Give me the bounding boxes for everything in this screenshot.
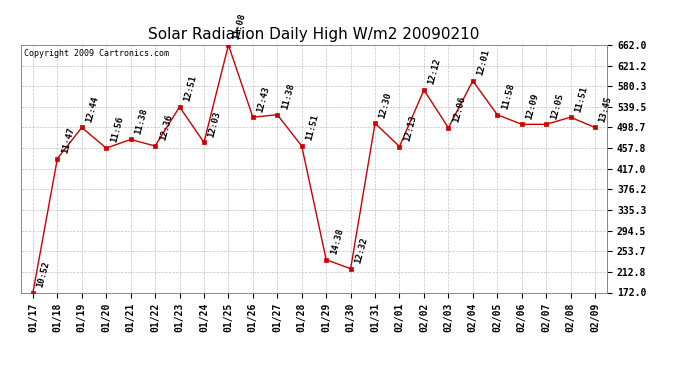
Text: 12:36: 12:36 <box>158 114 173 142</box>
Text: 12:03: 12:03 <box>207 110 222 138</box>
Text: 11:56: 11:56 <box>109 116 125 144</box>
Text: 11:38: 11:38 <box>280 82 296 111</box>
Text: 11:51: 11:51 <box>304 114 320 142</box>
Text: 12:51: 12:51 <box>182 74 198 103</box>
Text: 14:38: 14:38 <box>329 227 344 255</box>
Text: 12:06: 12:06 <box>451 95 466 124</box>
Text: 12:12: 12:12 <box>426 57 442 86</box>
Text: 12:32: 12:32 <box>353 236 369 265</box>
Text: 12:05: 12:05 <box>549 92 564 120</box>
Text: 11:38: 11:38 <box>133 107 149 135</box>
Text: 11:58: 11:58 <box>500 82 515 111</box>
Text: 10:52: 10:52 <box>36 260 51 288</box>
Text: 12:13: 12:13 <box>402 114 418 142</box>
Text: 12:01: 12:01 <box>475 48 491 77</box>
Text: 11:47: 11:47 <box>60 126 76 154</box>
Title: Solar Radiation Daily High W/m2 20090210: Solar Radiation Daily High W/m2 20090210 <box>148 27 480 42</box>
Text: 11:51: 11:51 <box>573 85 589 113</box>
Text: 12:09: 12:09 <box>524 92 540 120</box>
Text: 11:08: 11:08 <box>231 12 247 41</box>
Text: Copyright 2009 Cartronics.com: Copyright 2009 Cartronics.com <box>23 49 168 58</box>
Text: 13:45: 13:45 <box>598 95 613 123</box>
Text: 12:44: 12:44 <box>85 95 100 123</box>
Text: 12:30: 12:30 <box>378 91 393 119</box>
Text: 12:43: 12:43 <box>255 85 271 113</box>
